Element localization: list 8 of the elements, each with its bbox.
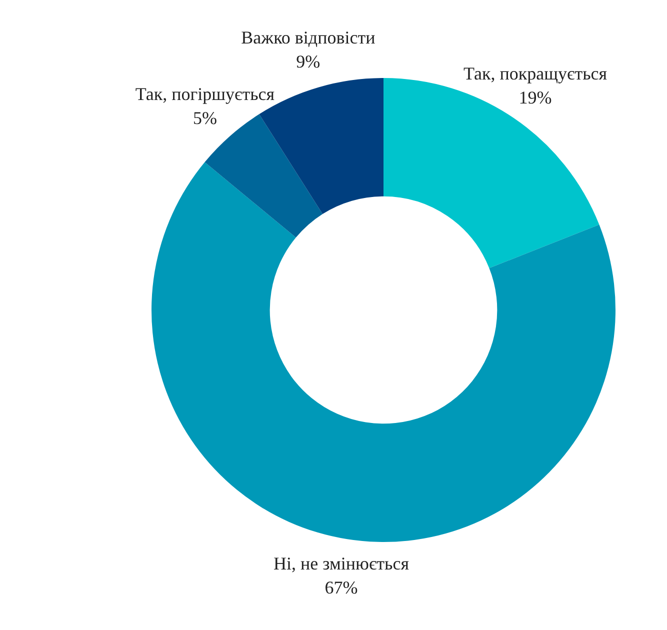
data-label: 19% <box>518 87 552 108</box>
data-label: 5% <box>192 108 217 128</box>
slice-label: Важко відповісти <box>241 27 376 48</box>
data-label: 67% <box>324 577 358 598</box>
slice-label: Так, погіршується <box>135 84 275 104</box>
data-label: 9% <box>296 51 320 72</box>
slice-label: Так, покращується <box>463 63 608 84</box>
slice-label: Ні, не змінюється <box>273 553 410 574</box>
